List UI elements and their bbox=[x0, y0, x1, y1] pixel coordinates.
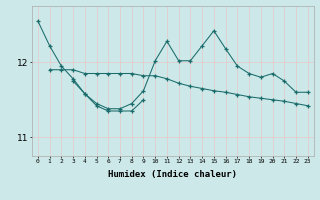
X-axis label: Humidex (Indice chaleur): Humidex (Indice chaleur) bbox=[108, 170, 237, 179]
